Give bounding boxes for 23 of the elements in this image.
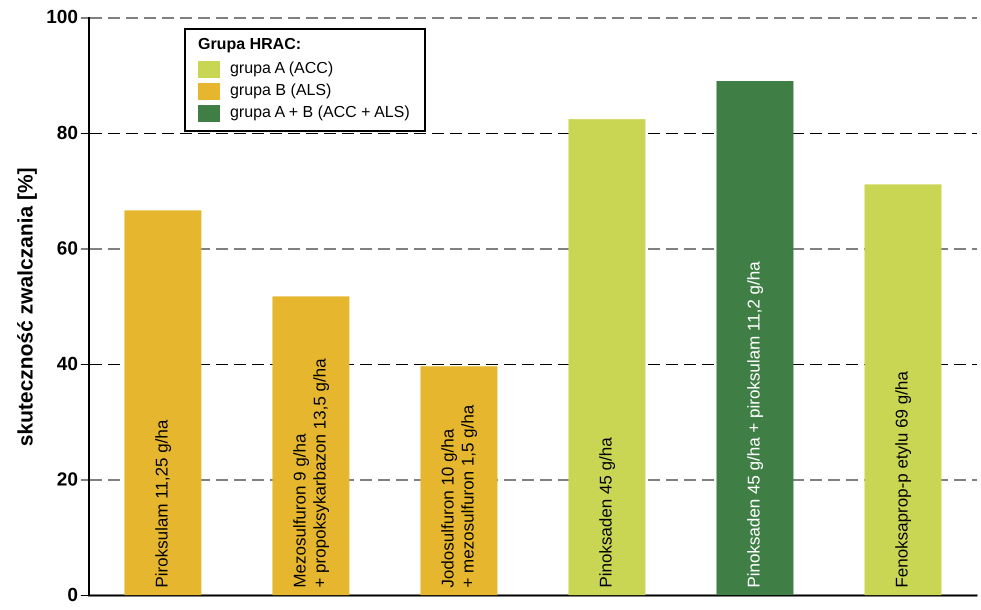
bar	[124, 210, 202, 596]
bar	[568, 119, 646, 596]
x-tick-label: Pinoksaden 45 g/ha	[596, 436, 616, 588]
legend-label: grupa A + B (ACC + ALS)	[230, 104, 410, 122]
legend-title: Grupa HRAC:	[198, 36, 302, 54]
x-tick-label: Piroksulam 11,25 g/ha	[152, 419, 172, 588]
x-tick-label: Jodosulfuron 10 g/ha + mezosulfuron 1,5 g/ha	[438, 404, 478, 588]
y-tick-label: 80	[56, 122, 78, 144]
y-tick-label: 0	[67, 584, 78, 606]
legend-label: grupa A (ACC)	[230, 60, 334, 78]
bar	[716, 80, 794, 596]
y-tick-label: 60	[56, 238, 78, 260]
y-tick-label: 100	[46, 7, 78, 28]
x-tick-label: Pinoksaden 45 g/ha + piroksulam 11,2 g/ha	[744, 260, 764, 588]
y-tick-label: 20	[56, 469, 78, 490]
x-tick-label: Fenoksaprop-p etylu 69 g/ha	[892, 370, 912, 588]
x-tick-label: Mezosulfuron 9 g/ha + propoksykarbazon 13,5 g/ha	[290, 358, 330, 588]
legend-label: grupa B (ALS)	[230, 82, 332, 100]
y-axis-title: skuteczność zwalczania [%]	[14, 167, 38, 446]
bar	[272, 296, 350, 596]
bar	[420, 366, 498, 596]
y-tick-label: 40	[56, 354, 78, 375]
bar	[864, 184, 942, 596]
